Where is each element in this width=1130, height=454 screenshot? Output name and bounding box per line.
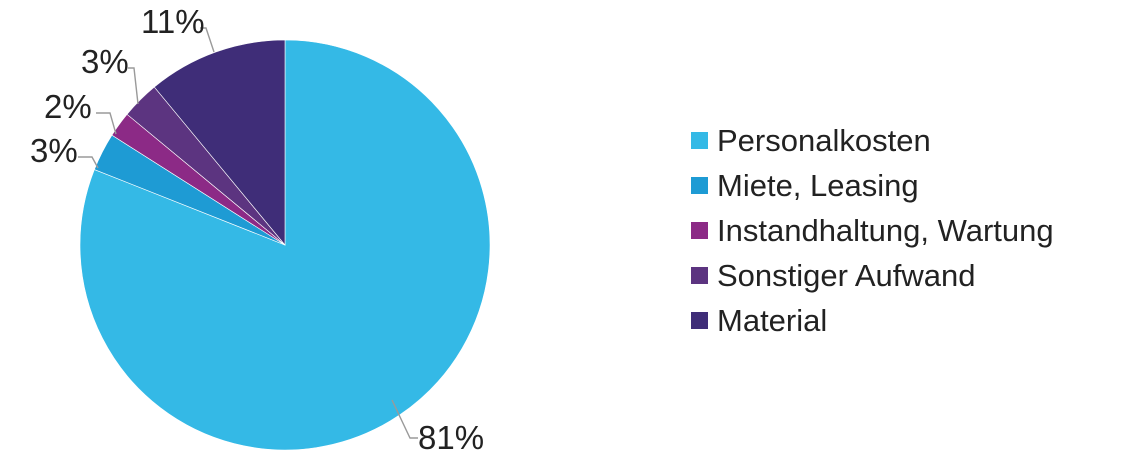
legend-item-personalkosten: Personalkosten	[691, 118, 1054, 163]
slice-value-label: 11%	[141, 3, 205, 40]
legend: Personalkosten Miete, Leasing Instandhal…	[691, 118, 1054, 343]
legend-swatch	[691, 222, 708, 239]
slice-value-label: 3%	[30, 132, 78, 169]
slice-value-label: 2%	[44, 88, 92, 125]
legend-item-miete-leasing: Miete, Leasing	[691, 163, 1054, 208]
slice-value-label: 3%	[81, 43, 129, 80]
legend-label: Sonstiger Aufwand	[717, 258, 976, 293]
leader-line	[78, 156, 99, 169]
leader-lines	[78, 27, 418, 439]
legend-item-material: Material	[691, 298, 1054, 343]
leader-line	[128, 67, 139, 105]
leader-line	[200, 27, 215, 53]
legend-swatch	[691, 312, 708, 329]
legend-label: Miete, Leasing	[717, 168, 919, 203]
slice-value-label: 81%	[418, 419, 484, 454]
legend-label: Instandhaltung, Wartung	[717, 213, 1054, 248]
legend-label: Personalkosten	[717, 123, 931, 158]
pie-slices	[79, 39, 491, 451]
legend-item-instandhaltung-wartung: Instandhaltung, Wartung	[691, 208, 1054, 253]
legend-swatch	[691, 132, 708, 149]
legend-swatch	[691, 267, 708, 284]
pie-chart: 81% 3% 2% 3% 11%	[30, 3, 491, 454]
leader-line	[96, 112, 117, 135]
slice-labels: 81% 3% 2% 3% 11%	[30, 3, 484, 454]
legend-item-sonstiger-aufwand: Sonstiger Aufwand	[691, 253, 1054, 298]
leader-line	[391, 399, 418, 439]
legend-swatch	[691, 177, 708, 194]
pie-slice-material	[153, 39, 286, 246]
legend-label: Material	[717, 303, 828, 338]
